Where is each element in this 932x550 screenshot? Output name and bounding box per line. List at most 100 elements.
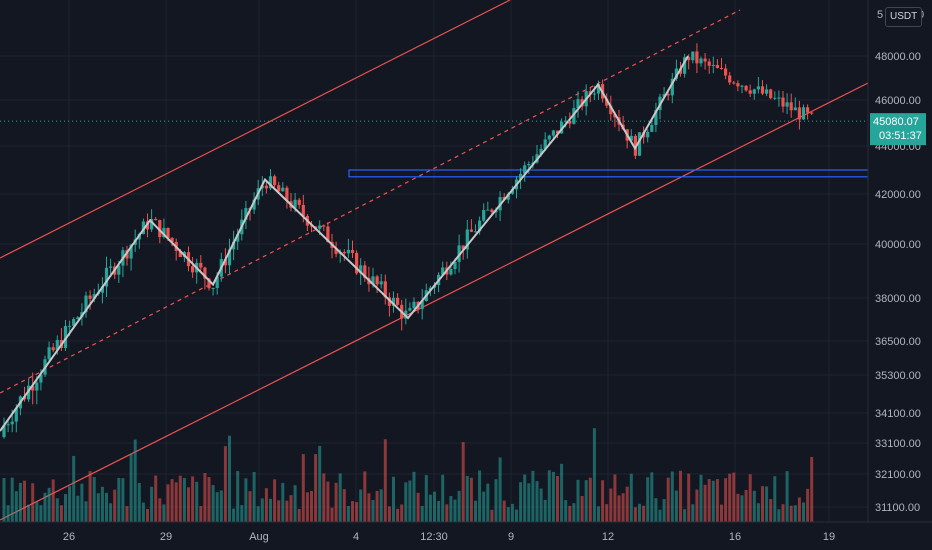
volume-bar — [400, 504, 404, 522]
candle-body — [51, 347, 55, 351]
volume-bar — [428, 494, 432, 522]
candle-body — [568, 120, 572, 124]
candle-body — [490, 209, 494, 213]
volume-bar — [256, 506, 260, 522]
channel-mid-line — [0, 9, 741, 394]
candle-body — [711, 64, 715, 66]
volume-bar — [330, 507, 334, 522]
volume-bar — [43, 492, 47, 522]
volume-bar — [785, 471, 789, 522]
volume-bar — [740, 495, 744, 522]
volume-bar — [543, 499, 547, 522]
currency-button[interactable]: USDT — [885, 7, 923, 27]
candle-body — [523, 165, 527, 174]
volume-bar — [154, 475, 158, 522]
candle-body — [449, 268, 453, 275]
candle-body — [547, 135, 551, 140]
candle-body — [150, 218, 154, 230]
candle-body — [453, 261, 457, 269]
candle-body — [252, 199, 256, 210]
volume-bar — [670, 471, 674, 522]
volume-bar — [355, 502, 359, 522]
volume-bar — [658, 509, 662, 522]
volume-bar — [752, 490, 756, 522]
candle-body — [482, 210, 486, 221]
candle-body — [285, 187, 289, 202]
candle-body — [457, 245, 461, 262]
volume-bar — [617, 495, 621, 522]
volume-bar — [92, 476, 96, 522]
candle-body — [396, 297, 400, 305]
volume-bar — [732, 472, 736, 522]
candle-body — [355, 252, 359, 274]
volume-bar — [601, 480, 605, 522]
volume-bar — [642, 505, 646, 522]
volume-bar — [703, 484, 707, 522]
volume-bar — [699, 474, 703, 522]
candle-body — [670, 78, 674, 96]
candle-body — [178, 250, 182, 258]
volume-bar — [27, 504, 31, 522]
volume-bar — [453, 499, 457, 522]
volume-bar — [59, 505, 63, 522]
volume-bar — [141, 502, 145, 522]
candle-body — [707, 61, 711, 66]
volume-bar — [64, 494, 67, 522]
candle-body — [666, 94, 670, 96]
volume-bar — [72, 455, 76, 522]
volume-bar — [47, 487, 51, 522]
candle-body — [31, 385, 35, 391]
volume-bar — [736, 493, 740, 522]
candle-body — [441, 267, 445, 275]
candle-body — [695, 51, 699, 64]
volume-bar — [556, 476, 559, 522]
candle-body — [465, 229, 469, 250]
y-tick-label: 32100.00 — [875, 469, 921, 481]
volume-bar — [248, 491, 252, 522]
candle-body — [211, 287, 215, 289]
volume-bar — [445, 504, 449, 522]
volume-bar — [404, 482, 408, 522]
volume-bar — [588, 477, 592, 522]
candle-body — [199, 262, 203, 268]
volume-bar — [351, 501, 354, 522]
volume-bar — [633, 507, 637, 522]
volume-bar — [162, 504, 166, 522]
volume-bar — [51, 479, 55, 522]
y-tick-label: 31100.00 — [875, 502, 920, 514]
candle-body — [646, 131, 650, 138]
volume-bar — [260, 498, 264, 522]
top-axis-fragment: 5 — [877, 9, 883, 21]
volume-bar — [14, 491, 18, 522]
candle-body — [744, 85, 748, 91]
volume-bar — [305, 492, 309, 522]
x-tick-label: 12:30 — [420, 531, 448, 543]
candle-body — [109, 266, 113, 268]
candle-body — [748, 90, 752, 94]
volume-bar — [605, 504, 609, 522]
volume-bar — [293, 485, 297, 522]
candle-body — [76, 317, 80, 320]
volume-bar — [465, 475, 469, 522]
candle-body — [592, 93, 596, 95]
volume-bar — [621, 493, 625, 522]
candle-body — [268, 176, 273, 189]
volume-bar — [223, 446, 227, 522]
volume-bar — [170, 479, 174, 522]
candle-body — [125, 250, 129, 259]
candle-body — [806, 107, 810, 113]
volume-bar — [207, 477, 211, 522]
candle-body — [277, 185, 281, 192]
volume-bar — [301, 454, 305, 522]
volume-bar — [592, 428, 596, 522]
candle-body — [84, 295, 88, 313]
candle-body — [39, 374, 43, 383]
candle-body — [215, 276, 219, 288]
candle-body — [334, 247, 338, 254]
volume-bar — [691, 504, 695, 522]
y-tick-label: 38000.00 — [875, 293, 921, 305]
candle-body — [408, 308, 412, 311]
volume-bar — [748, 474, 752, 522]
